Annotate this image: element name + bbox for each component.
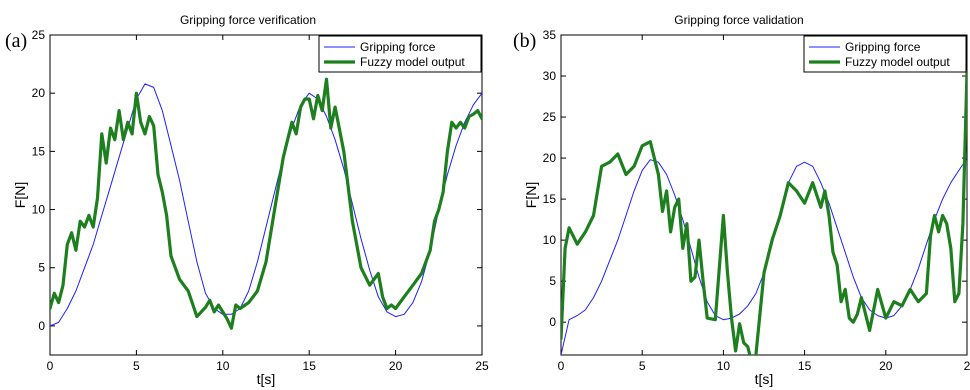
- x-tick-label: 20: [389, 359, 403, 373]
- x-tick-label: 20: [879, 359, 893, 373]
- x-axis-label: t[s]: [755, 371, 774, 387]
- y-tick-label: 10: [32, 203, 46, 217]
- line-chart: 0 5 10 15 20 25 0 5 10 15 20 25 t[s] F[N] Gripping for…: [12, 28, 489, 387]
- y-tick-label: 35: [543, 28, 557, 42]
- legend-label: Fuzzy model output: [845, 55, 950, 69]
- plot-area: [49, 34, 483, 356]
- x-tick-label: 2: [964, 359, 970, 373]
- y-tick-label: 5: [38, 261, 45, 275]
- y-tick-label: 15: [32, 144, 46, 158]
- x-tick-label: 10: [216, 359, 230, 373]
- plot-area: [560, 34, 968, 356]
- chart-title: Gripping force validation: [674, 13, 804, 27]
- series-line-fuzzy-model-output: [50, 77, 482, 330]
- y-tick-label: 15: [543, 192, 557, 206]
- series-group: [561, 70, 967, 355]
- x-tick-label: 5: [133, 359, 140, 373]
- line-chart: 0 5 10 15 20 205101520253035t[s]F[N]Gripping …: [523, 28, 970, 387]
- series-group: [50, 77, 482, 330]
- chart-panel-b: (b) Gripping force validation 0 5 10 15 20 2 0…: [505, 0, 970, 390]
- panel-label: (a): [5, 30, 28, 52]
- legend-label: Fuzzy model output: [360, 55, 465, 69]
- y-tick-label: 0: [549, 315, 556, 329]
- y-tick-label: 30: [543, 69, 557, 83]
- panel-label: (b): [513, 30, 537, 52]
- x-tick-label: 0: [47, 359, 54, 373]
- y-tick-label: 25: [543, 110, 557, 124]
- x-tick-label: 15: [303, 359, 317, 373]
- y-axis-label: F[N]: [523, 182, 539, 208]
- series-line-gripping-force: [50, 83, 482, 327]
- x-axis-label: t[s]: [257, 371, 276, 387]
- y-tick-label: 25: [32, 28, 46, 42]
- chart-panel-a: (a) Gripping force verification 0 5 10 15 20…: [5, 13, 489, 387]
- legend-label: Gripping force: [360, 40, 436, 54]
- y-tick-label: 5: [549, 274, 556, 288]
- y-axis-label: F[N]: [12, 182, 28, 208]
- x-tick-label: 0: [558, 359, 565, 373]
- x-tick-label: 25: [475, 359, 489, 373]
- y-tick-label: 20: [543, 151, 557, 165]
- y-tick-label: 20: [32, 86, 46, 100]
- y-tick-label: 0: [38, 319, 45, 333]
- y-tick-label: 10: [543, 233, 557, 247]
- x-tick-label: 5: [639, 359, 646, 373]
- chart-title: Gripping force verification: [179, 13, 317, 27]
- legend-box: [803, 35, 967, 73]
- legend-label: Gripping force: [845, 40, 921, 54]
- x-tick-label: 10: [717, 359, 731, 373]
- legend-box: [318, 35, 482, 73]
- x-tick-label: 15: [798, 359, 812, 373]
- series-line-fuzzy-model-output: [561, 70, 967, 355]
